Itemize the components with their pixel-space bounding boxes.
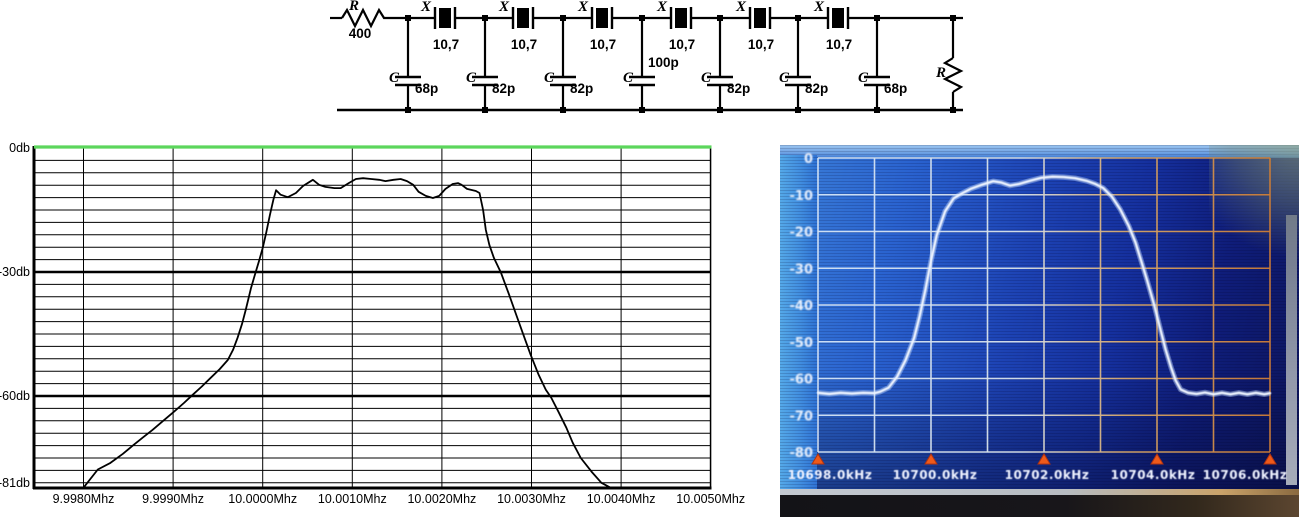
crystal-filter-schematic: R 400 X 10,7 X 10,7 X 10,7 X 10,7 X 10,7 X 10,7 C 68p C 8…: [330, 0, 975, 124]
simulation-response-chart: 0db -30db -60db -81db 9.9980Mhz 9.9990Mhz 10.0…: [0, 130, 760, 515]
junction-dot: [717, 15, 723, 21]
analyzer-x-label: 10700.0kHz: [893, 468, 978, 482]
crystal-body: [596, 8, 608, 28]
analyzer-screen-photo: 0 -10 -20 -30 -40 -50 -60 -70 -80 10698.0kHz 10700…: [780, 145, 1299, 517]
analyzer-screen-top-band: [780, 145, 1299, 158]
y-tick-label: 0db: [9, 141, 30, 155]
input-resistor-designator: R: [348, 0, 359, 14]
output-resistor-designator: R: [935, 65, 946, 81]
response-curve: [82, 177, 613, 490]
frequency-marker-triangle: [1263, 453, 1277, 465]
cap-designator: C: [389, 70, 400, 86]
input-resistor-value: 400: [349, 26, 372, 41]
crystal-designator: X: [656, 0, 668, 15]
output-resistor-symbol: [942, 57, 964, 93]
junction-dot: [560, 15, 566, 21]
crystal-value: 10,7: [433, 37, 459, 52]
x-tick-label: 10.0010Mhz: [318, 492, 387, 506]
cap-designator: C: [779, 70, 790, 86]
frequency-marker-triangle: [1150, 453, 1164, 465]
crystal-designator: X: [420, 0, 432, 15]
analyzer-scale-column: [780, 155, 817, 490]
crystal-body: [675, 8, 687, 28]
crystal-value: 10,7: [826, 37, 852, 52]
x-tick-label: 10.0040Mhz: [587, 492, 656, 506]
analyzer-x-label: 10698.0kHz: [788, 468, 873, 482]
crystal-value: 10,7: [590, 37, 616, 52]
simulation-plot: 0db -30db -60db -81db 9.9980Mhz 9.9990Mhz 10.0…: [0, 130, 760, 515]
analyzer-y-label: 0: [804, 152, 813, 167]
input-resistor-symbol: [341, 7, 408, 29]
junction-dot: [795, 15, 801, 21]
junction-dot: [874, 15, 880, 21]
junction-dot: [482, 15, 488, 21]
schematic-drawing: R400X10,7X10,7X10,7X10,7X10,7X10,7C68pC8…: [330, 0, 964, 113]
crystal-body: [517, 8, 529, 28]
cap-value: 82p: [805, 81, 828, 96]
cap-value: 82p: [727, 81, 750, 96]
junction-dot: [639, 15, 645, 21]
cap-designator: C: [544, 70, 555, 86]
y-tick-label: -60db: [0, 389, 30, 403]
x-tick-label: 9.9990Mhz: [142, 492, 204, 506]
crystal-designator: X: [813, 0, 825, 15]
y-tick-label: -81db: [0, 476, 30, 490]
frequency-marker-triangle: [811, 453, 825, 465]
analyzer-x-label: 10704.0kHz: [1111, 468, 1196, 482]
y-tick-label: -30db: [0, 265, 30, 279]
cap-value: 82p: [570, 81, 593, 96]
crystal-designator: X: [577, 0, 589, 15]
crystal-body: [832, 8, 844, 28]
crystal-designator: X: [735, 0, 747, 15]
crystal-designator: X: [498, 0, 510, 15]
frequency-marker-triangle: [924, 453, 938, 465]
analyzer-y-label: -10: [790, 189, 814, 204]
analyzer-x-label: 10706.0kHz: [1203, 468, 1288, 482]
cap-designator: C: [701, 70, 712, 86]
x-tick-label: 10.0050Mhz: [676, 492, 745, 506]
analyzer-y-label: -80: [790, 446, 814, 461]
x-tick-label: 10.0030Mhz: [497, 492, 566, 506]
measured-trace: [816, 175, 1272, 396]
analyzer-y-label: -50: [790, 336, 814, 351]
crystal-value: 10,7: [511, 37, 537, 52]
cap-value: 68p: [884, 81, 907, 96]
screen-bottom-edge: [780, 489, 1299, 495]
plot-background: [0, 130, 760, 515]
analyzer-y-label: -70: [790, 409, 814, 424]
analyzer-x-label: 10702.0kHz: [1005, 468, 1090, 482]
crystal-value: 10,7: [669, 37, 695, 52]
screen-right-edge: [1286, 215, 1297, 485]
analyzer-y-label: -20: [790, 226, 814, 241]
x-tick-label: 9.9980Mhz: [53, 492, 115, 506]
cap-value: 82p: [492, 81, 515, 96]
analyzer-y-label: -60: [790, 373, 814, 388]
cap-value: 100p: [648, 55, 679, 70]
analyzer-plot: 0 -10 -20 -30 -40 -50 -60 -70 -80 10698.0kHz 10700…: [788, 152, 1288, 482]
analyzer-y-label: -40: [790, 299, 814, 314]
device-bezel: [780, 495, 1299, 517]
frequency-marker-triangle: [1037, 453, 1051, 465]
cap-value: 68p: [415, 81, 438, 96]
x-tick-label: 10.0000Mhz: [228, 492, 297, 506]
analyzer-y-label: -30: [790, 262, 814, 277]
junction-dot: [405, 15, 411, 21]
x-tick-label: 10.0020Mhz: [407, 492, 476, 506]
crystal-body: [754, 8, 766, 28]
cap-designator: C: [623, 70, 634, 86]
crystal-value: 10,7: [748, 37, 774, 52]
crystal-body: [439, 8, 451, 28]
cap-designator: C: [466, 70, 477, 86]
cap-designator: C: [858, 70, 869, 86]
